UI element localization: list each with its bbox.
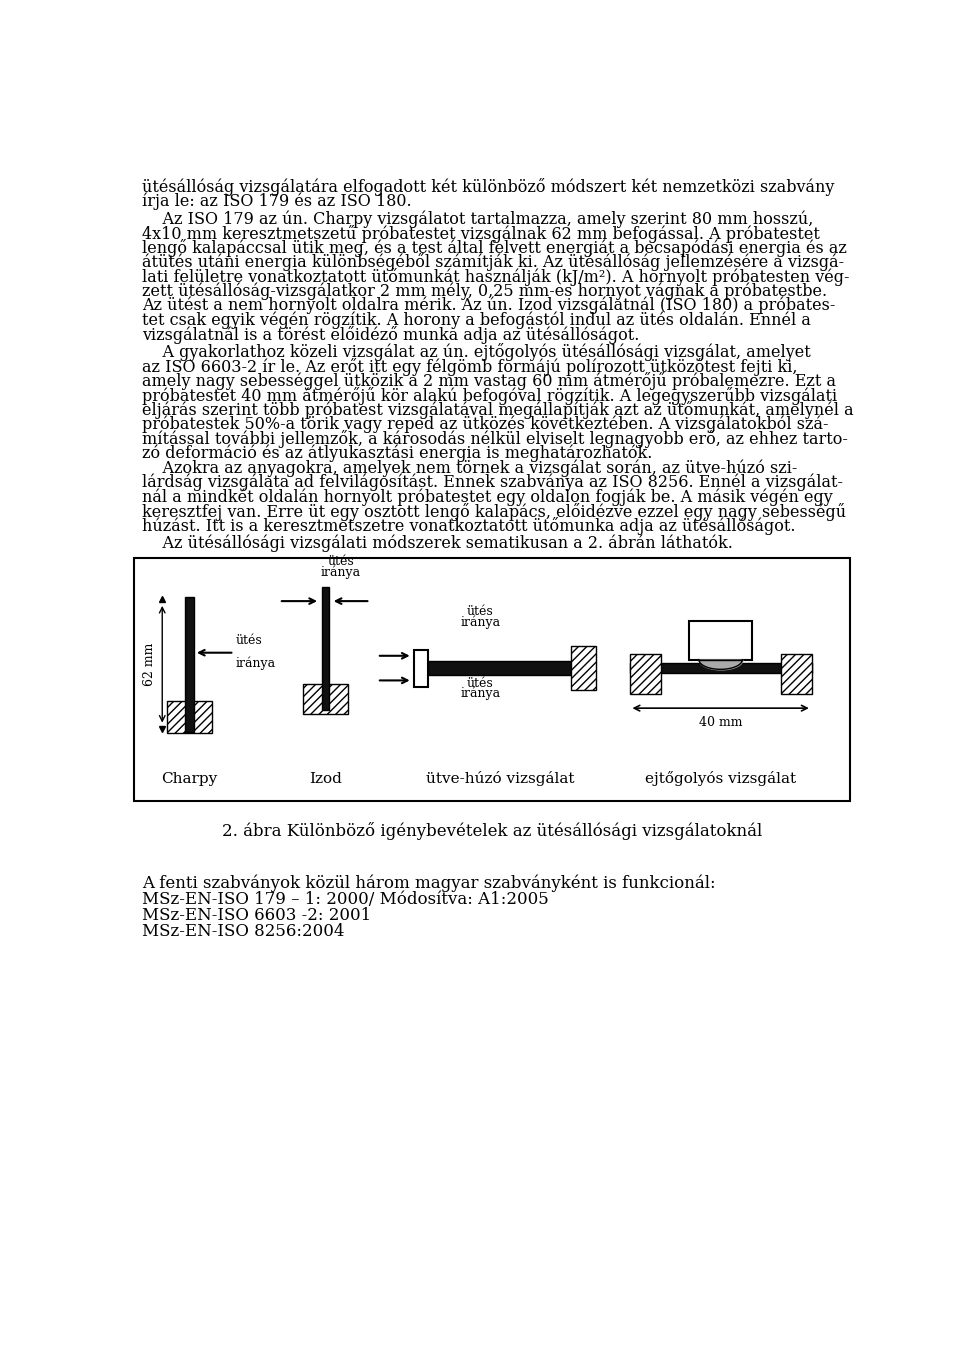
Text: ütés: ütés xyxy=(236,634,263,648)
Bar xyxy=(303,683,348,714)
Text: zó deformáció és az átlyukasztási energia is meghatározhatók.: zó deformáció és az átlyukasztási energi… xyxy=(142,444,652,462)
Text: lengő kalapáccsal ütik meg, és a test által felvett energiát a becsapódási energ: lengő kalapáccsal ütik meg, és a test ál… xyxy=(142,238,847,257)
Text: ütésállóság vizsgálatára elfogadott két különböző módszert két nemzetközi szabvá: ütésállóság vizsgálatára elfogadott két … xyxy=(142,178,834,196)
Bar xyxy=(630,663,812,673)
Text: Az ISO 179 az ún. Charpy vizsgálatot tartalmazza, amely szerint 80 mm hosszú,: Az ISO 179 az ún. Charpy vizsgálatot tar… xyxy=(142,210,813,228)
Bar xyxy=(630,654,660,694)
Text: lárdság vizsgálata ad felvilágosítást. Ennek szabványa az ISO 8256. Ennél a vizs: lárdság vizsgálata ad felvilágosítást. E… xyxy=(142,474,843,491)
Text: ütés: ütés xyxy=(467,676,493,690)
Text: Charpy: Charpy xyxy=(161,771,218,786)
Text: Az ütést a nem hornyolt oldalra mérik. Az ún. Izod vizsgálatnál (ISO 180) a prób: Az ütést a nem hornyolt oldalra mérik. A… xyxy=(142,297,835,314)
Text: amely nagy sebességgel ütközik a 2 mm vastag 60 mm átmérőjű próbalemezre. Ezt a: amely nagy sebességgel ütközik a 2 mm va… xyxy=(142,373,836,390)
Text: tet csak egyik végén rögzítik. A horony a befogástól indul az ütés oldalán. Enné: tet csak egyik végén rögzítik. A horony … xyxy=(142,312,810,329)
Text: húzást. Itt is a keresztmetszetre vonatkoztatott ütőmunka adja az ütésállóságot.: húzást. Itt is a keresztmetszetre vonatk… xyxy=(142,518,795,535)
Text: MSz-EN-ISO 8256:2004: MSz-EN-ISO 8256:2004 xyxy=(142,923,345,940)
Text: ütköző: ütköző xyxy=(700,627,742,641)
Text: nál a mindkét oldalán hornyolt próbatestet egy oldalon fogják be. A másik végén : nál a mindkét oldalán hornyolt próbatest… xyxy=(142,488,832,505)
Text: mítással további jellemzők, a károsodás nélkül elviselt legnagyobb erő, az ehhez: mítással további jellemzők, a károsodás … xyxy=(142,431,848,449)
Text: ejtőgolyós vizsgálat: ejtőgolyós vizsgálat xyxy=(645,771,796,786)
Text: A gyakorlathoz közeli vizsgálat az ún. ejtőgolyós ütésállósági vizsgálat, amelye: A gyakorlathoz közeli vizsgálat az ún. e… xyxy=(142,343,810,362)
Text: test: test xyxy=(708,638,732,652)
Text: 4x10 mm keresztmetszetű próbatestet vizsgálnak 62 mm befogással. A próbatestet: 4x10 mm keresztmetszetű próbatestet vizs… xyxy=(142,225,820,243)
Bar xyxy=(571,646,596,691)
Text: iránya: iránya xyxy=(460,687,500,701)
Text: keresztfej van. Erre üt egy osztott lengő kalapács, előidézve ezzel egy nagy seb: keresztfej van. Erre üt egy osztott leng… xyxy=(142,503,846,520)
Text: írja le: az ISO 179 és az ISO 180.: írja le: az ISO 179 és az ISO 180. xyxy=(142,192,411,210)
Bar xyxy=(134,558,850,801)
Bar xyxy=(167,701,212,733)
Text: az ISO 6603-2 ír le. Az erőt itt egy félgömb formájú polírozott ütközőtest fejti: az ISO 6603-2 ír le. Az erőt itt egy fél… xyxy=(142,358,797,375)
Text: ütve-húzó vizsgálat: ütve-húzó vizsgálat xyxy=(425,771,574,786)
Text: Izod: Izod xyxy=(309,771,342,786)
Text: Az ütésállósági vizsgálati módszerek sematikusan a 2. ábrán láthatók.: Az ütésállósági vizsgálati módszerek sem… xyxy=(142,535,732,553)
Text: átütés utáni energia különbségéből számítják ki. Az ütésállóság jellemzésére a v: átütés utáni energia különbségéből számí… xyxy=(142,253,844,271)
Bar xyxy=(414,649,428,687)
Text: próbatestek 50%-a törik vagy reped az ütközés következtében. A vizsgálatokból sz: próbatestek 50%-a törik vagy reped az üt… xyxy=(142,416,828,434)
Bar xyxy=(428,661,571,675)
Text: 40 mm: 40 mm xyxy=(699,715,742,729)
Text: ütés: ütés xyxy=(327,556,354,568)
Text: MSz-EN-ISO 179 – 1: 2000/ Módosítva: A1:2005: MSz-EN-ISO 179 – 1: 2000/ Módosítva: A1:… xyxy=(142,892,548,908)
Bar xyxy=(185,598,194,732)
Text: iránya: iránya xyxy=(321,565,361,579)
Text: zett ütésállóság-vizsgálatkor 2 mm mély, 0,25 mm-es hornyot vágnak a próbatestbe: zett ütésállóság-vizsgálatkor 2 mm mély,… xyxy=(142,282,827,299)
Text: 2. ábra Különböző igénybevételek az ütésállósági vizsgálatoknál: 2. ábra Különböző igénybevételek az ütés… xyxy=(222,822,762,840)
Text: lati felületre vonatkoztatott ütőmunkát használják (kJ/m²). A hornyolt próbatest: lati felületre vonatkoztatott ütőmunkát … xyxy=(142,268,850,286)
Text: 62 mm: 62 mm xyxy=(143,642,156,686)
Text: A fenti szabványok közül három magyar szabványként is funkcionál:: A fenti szabványok közül három magyar sz… xyxy=(142,875,715,893)
Text: vizsgálatnál is a törést előidéző munka adja az ütésállóságot.: vizsgálatnál is a törést előidéző munka … xyxy=(142,325,639,344)
Text: eljárás szerint több próbatest vizsgálatával megállapítják azt az ütőmunkát, ame: eljárás szerint több próbatest vizsgálat… xyxy=(142,401,853,419)
Text: iránya: iránya xyxy=(460,615,500,629)
Bar xyxy=(780,654,812,694)
Bar xyxy=(689,621,753,660)
Text: iránya: iránya xyxy=(236,657,276,671)
Text: próbatestet 40 mm átmérőjű kör alakú befogóval rögzítik. A legegyszerűbb vizsgál: próbatestet 40 mm átmérőjű kör alakú bef… xyxy=(142,386,837,405)
Text: Azokra az anyagokra, amelyek nem törnek a vizsgálat során, az ütve-húzó szi-: Azokra az anyagokra, amelyek nem törnek … xyxy=(142,459,797,477)
Text: ütés: ütés xyxy=(467,606,493,618)
Bar xyxy=(322,587,329,710)
Text: MSz-EN-ISO 6603 -2: 2001: MSz-EN-ISO 6603 -2: 2001 xyxy=(142,908,371,924)
